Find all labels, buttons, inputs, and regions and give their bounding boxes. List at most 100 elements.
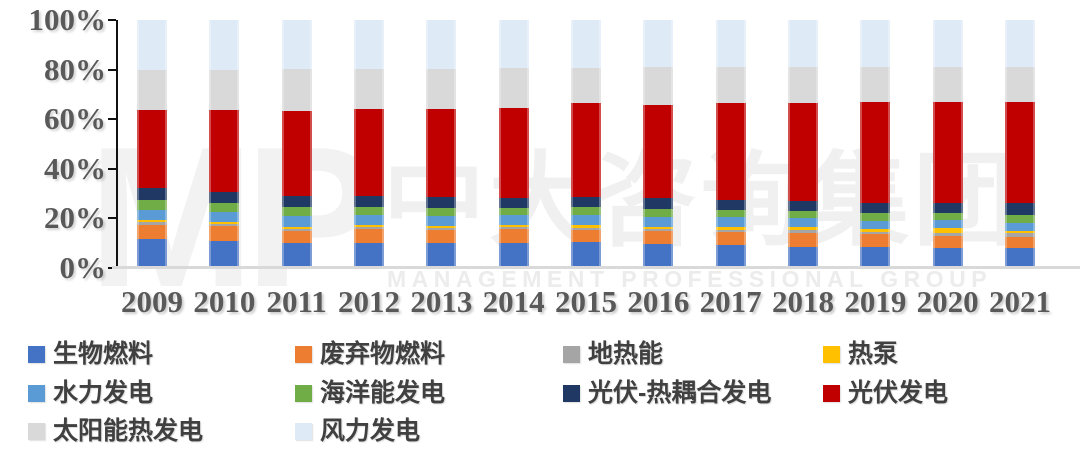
legend-item-1: 废弃物燃料	[295, 341, 445, 368]
legend-swatch-icon	[28, 423, 45, 440]
bar-2011-segment-2	[281, 229, 312, 231]
bar-2012-segment-2	[353, 227, 384, 230]
bar-2020-segment-8	[932, 66, 963, 102]
bar-2009-segment-8	[137, 69, 167, 110]
bar-2016-segment-8	[643, 67, 674, 106]
x-axis-tick-label: 2018	[771, 284, 834, 319]
bar-2011-segment-6	[281, 196, 312, 208]
legend-label: 废弃物燃料	[320, 340, 446, 368]
legend-item-2: 地热能	[563, 341, 663, 368]
x-axis-tick-label: 2019	[844, 284, 907, 319]
bar-2013-segment-5	[426, 207, 457, 216]
bar-2019-segment-4	[860, 220, 891, 230]
bar-2018-segment-1	[787, 232, 818, 247]
bar-2009	[137, 20, 167, 268]
bar-2018-segment-4	[787, 218, 818, 228]
bar-2014-segment-7	[498, 107, 529, 198]
bar-2021-segment-6	[1004, 203, 1035, 215]
bar-2014-segment-8	[498, 68, 529, 108]
bar-2009-segment-9	[137, 20, 167, 70]
bar-2014-segment-4	[498, 214, 529, 226]
bar-2018-segment-9	[787, 20, 818, 68]
bar-2009-segment-4	[137, 209, 167, 220]
bar-2018-segment-5	[787, 210, 818, 219]
legend-label: 风力发电	[320, 417, 421, 445]
bar-2015-segment-9	[570, 20, 601, 69]
bar-2016-segment-4	[643, 217, 674, 227]
bar-2019-segment-0	[860, 247, 891, 268]
bar-2018-segment-3	[787, 227, 818, 231]
bar-2021-segment-9	[1004, 20, 1035, 68]
bar-2009-segment-5	[137, 199, 167, 210]
bar-2017-segment-5	[715, 210, 746, 218]
bar-2017-segment-9	[715, 20, 746, 68]
bar-2018	[787, 20, 818, 268]
bar-2010-segment-3	[209, 221, 240, 225]
bar-2015-segment-0	[570, 241, 601, 268]
legend-label: 太阳能热发电	[53, 417, 204, 445]
bar-2021-segment-7	[1004, 102, 1035, 204]
bar-2010-segment-2	[209, 224, 240, 227]
bar-2020-segment-3	[932, 228, 963, 233]
bar-2016-segment-3	[643, 226, 674, 230]
bar-2016-segment-1	[643, 231, 674, 245]
bar-2019	[860, 20, 891, 268]
y-axis-tick-label: 60%	[44, 101, 106, 137]
legend-swatch-icon	[28, 385, 45, 402]
bar-2012-segment-6	[353, 196, 384, 207]
legend-swatch-icon	[563, 385, 580, 402]
bar-2009-segment-2	[137, 222, 167, 225]
bar-2020	[932, 20, 963, 268]
legend-swatch-icon	[295, 385, 312, 402]
bar-2014-segment-2	[498, 227, 529, 230]
bar-2014-segment-1	[498, 229, 529, 244]
bar-2012-segment-4	[353, 214, 384, 226]
bar-2011	[281, 20, 312, 268]
bar-2016-segment-6	[643, 198, 674, 210]
x-axis-tick-label: 2016	[627, 284, 690, 319]
bar-2020-segment-5	[932, 212, 963, 220]
legend-swatch-icon	[295, 423, 312, 440]
legend-item-6: 光伏-热耦合发电	[563, 380, 771, 407]
bar-2011-segment-5	[281, 207, 312, 216]
y-axis-tick	[108, 118, 116, 121]
bar-2009-segment-1	[137, 224, 167, 240]
bar-2009-segment-6	[137, 188, 167, 200]
bar-2015-segment-1	[570, 230, 601, 242]
bar-2019-segment-8	[860, 66, 891, 102]
bar-2020-segment-7	[932, 101, 963, 203]
bar-2017-segment-1	[715, 232, 746, 245]
bar-2015-segment-8	[570, 68, 601, 103]
x-axis-tick-label: 2011	[266, 284, 327, 319]
bar-2021-segment-1	[1004, 237, 1035, 248]
legend-label: 热泵	[848, 340, 899, 368]
bar-2020-segment-6	[932, 202, 963, 213]
legend-label: 地热能	[588, 340, 664, 368]
bar-2017-segment-2	[715, 230, 746, 233]
bar-2010-segment-9	[209, 20, 240, 71]
bar-2010-segment-8	[209, 70, 240, 111]
legend-item-0: 生物燃料	[28, 341, 153, 368]
bar-2016	[643, 20, 674, 268]
legend-item-8: 太阳能热发电	[28, 418, 203, 445]
bar-2020-segment-2	[932, 232, 963, 237]
bar-2011-segment-0	[281, 243, 312, 268]
bar-2015-segment-5	[570, 206, 601, 215]
bar-2017-segment-4	[715, 217, 746, 228]
bar-2015	[570, 20, 601, 268]
bar-2017-segment-3	[715, 227, 746, 231]
y-axis-tick	[108, 217, 116, 220]
legend-item-9: 风力发电	[295, 418, 420, 445]
bar-2014-segment-0	[498, 243, 529, 268]
bar-2012-segment-5	[353, 206, 384, 215]
bar-2018-segment-0	[787, 246, 818, 268]
bar-2016-segment-0	[643, 244, 674, 268]
bar-2014-segment-3	[498, 225, 529, 228]
bar-2010-segment-0	[209, 240, 240, 268]
x-axis-tick-label: 2021	[988, 284, 1051, 319]
legend-label: 光伏-热耦合发电	[588, 379, 772, 407]
bar-2018-segment-6	[787, 200, 818, 211]
bar-2014-segment-5	[498, 207, 529, 215]
x-axis-tick-label: 2012	[337, 284, 400, 319]
